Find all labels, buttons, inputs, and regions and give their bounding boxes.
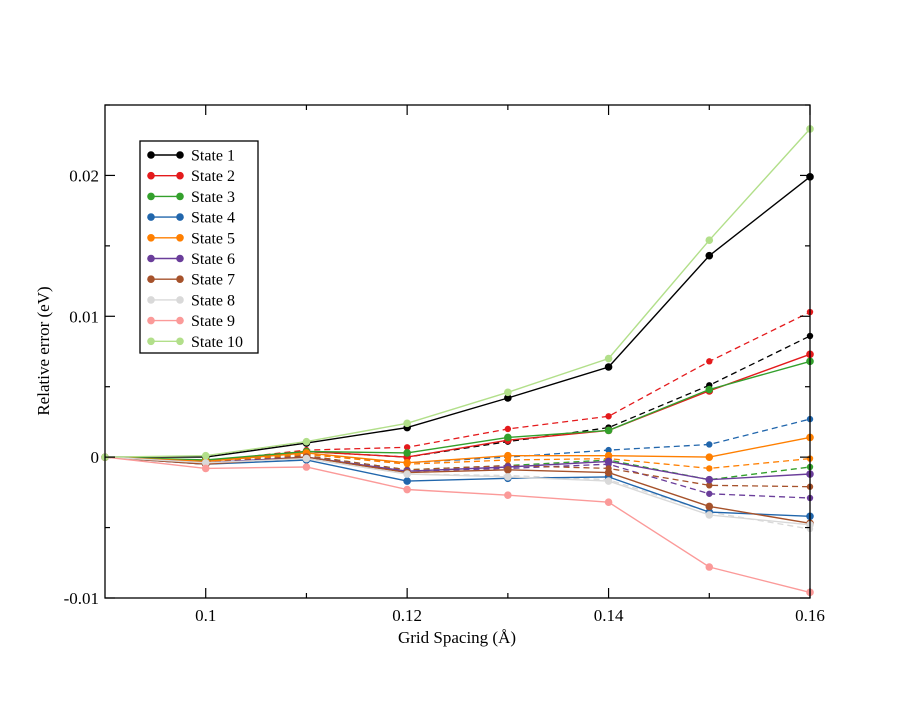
legend-label: State 6 (191, 251, 235, 268)
legend-swatch-marker (147, 192, 155, 201)
legend-swatch-marker (176, 213, 184, 221)
state-2-dashed-line (104, 311, 811, 463)
legend-swatch-marker (176, 192, 184, 201)
state-7-point (504, 466, 512, 474)
legend-label: State 3 (191, 189, 235, 206)
state-5-point (403, 458, 411, 467)
state-10-point (604, 354, 613, 363)
state-6-point (604, 457, 613, 466)
state-3-point (403, 449, 411, 457)
y-tick-label: 0.01 (69, 307, 99, 326)
state-7-point (705, 502, 714, 511)
state-8-point (201, 458, 210, 467)
state-8-point (705, 511, 714, 519)
x-tick-label: 0.16 (795, 606, 825, 625)
x-tick-label: 0.12 (392, 606, 422, 625)
legend-label: State 1 (191, 148, 235, 165)
x-axis-title: Grid Spacing (Å) (398, 628, 516, 647)
state-1-point (504, 394, 512, 402)
legend-swatch-marker (176, 275, 184, 284)
legend-swatch-marker (147, 275, 155, 284)
state-3-point (604, 426, 613, 435)
state-5-point (705, 453, 714, 461)
state-4-dashed-point (706, 441, 713, 448)
x-tick-label: 0.14 (594, 606, 624, 625)
legend-swatch-marker (147, 213, 155, 221)
legend-label: State 8 (191, 292, 235, 309)
state-10-point (504, 388, 512, 397)
series-layer (101, 125, 814, 597)
legend-swatch-marker (147, 337, 155, 346)
state-6-dashed-point (706, 490, 713, 497)
legend-swatch-marker (176, 254, 184, 263)
state-9-point (302, 463, 311, 471)
state-7-line (104, 456, 811, 524)
state-1-line (105, 176, 811, 458)
legend-swatch-marker (176, 316, 184, 325)
legend-label: State 9 (191, 313, 235, 330)
legend-swatch-marker (176, 234, 184, 242)
legend-swatch-marker (176, 151, 184, 159)
state-5-dashed-line (104, 453, 811, 470)
axis-layer: 0.1 0.12 0.14 0.16 -0.01 0 0.01 0.02 (64, 104, 825, 625)
legend-swatch-marker (176, 171, 184, 180)
state-8-point (302, 454, 311, 463)
legend-swatch-marker (147, 171, 155, 180)
y-tick-label: 0.02 (69, 166, 99, 185)
legend: State 1 State 2 State 3 State 4 State 5 State… (139, 140, 259, 354)
state-2-dashed-point (605, 413, 612, 420)
y-axis-title: Relative error (eV) (34, 286, 53, 415)
legend-label: State 4 (191, 210, 235, 227)
state-7-point (604, 468, 613, 477)
state-6-point (705, 475, 714, 484)
state-9-point (403, 485, 411, 494)
legend-swatch-marker (147, 234, 155, 242)
state-7-dashed-line (104, 455, 811, 488)
state-8-line (104, 456, 811, 526)
legend-swatch-marker (147, 254, 155, 263)
state-8-point (403, 470, 411, 478)
legend-swatch-marker (147, 151, 155, 159)
legend-swatch-marker (176, 296, 184, 304)
state-5-dashed-point (706, 465, 713, 472)
x-tick-label: 0.1 (195, 606, 216, 625)
state-8-point (604, 477, 613, 485)
state-5-point (504, 451, 512, 460)
state-9-point (604, 498, 613, 507)
state-9-line (104, 456, 811, 594)
legend-swatch-marker (176, 337, 184, 346)
plot-frame (104, 104, 811, 599)
state-4-dashed-point (605, 446, 612, 454)
legend-label: State 7 (191, 272, 235, 289)
state-4-point (403, 477, 411, 485)
state-9-point (201, 464, 210, 473)
state-10-point (302, 437, 311, 446)
state-10-point (201, 451, 210, 460)
state-2-dashed-point (706, 358, 713, 365)
state-8-point (504, 473, 512, 481)
state-3-line (104, 360, 811, 461)
legend-label: State 10 (191, 334, 243, 351)
state-10-point (705, 236, 714, 245)
state-10-line (104, 128, 811, 458)
legend-label: State 5 (191, 230, 235, 247)
state-5-point (604, 451, 613, 460)
state-10-point (403, 419, 411, 428)
state-9-point (504, 491, 512, 499)
state-3-point (705, 385, 714, 394)
state-7-dashed-point (706, 482, 713, 489)
y-tick-label: -0.01 (64, 589, 99, 608)
state-1-point (705, 251, 714, 260)
state-5-line (104, 436, 811, 464)
legend-swatch-marker (147, 316, 155, 325)
y-tick-label: 0 (91, 448, 100, 467)
state-3-point (504, 433, 512, 442)
legend-label: State 2 (191, 168, 235, 185)
state-9-point (705, 563, 714, 571)
legend-swatch-marker (147, 296, 155, 304)
state-2-dashed-point (504, 425, 512, 433)
state-1-point (604, 363, 613, 371)
state-2-dashed-point (403, 444, 411, 451)
